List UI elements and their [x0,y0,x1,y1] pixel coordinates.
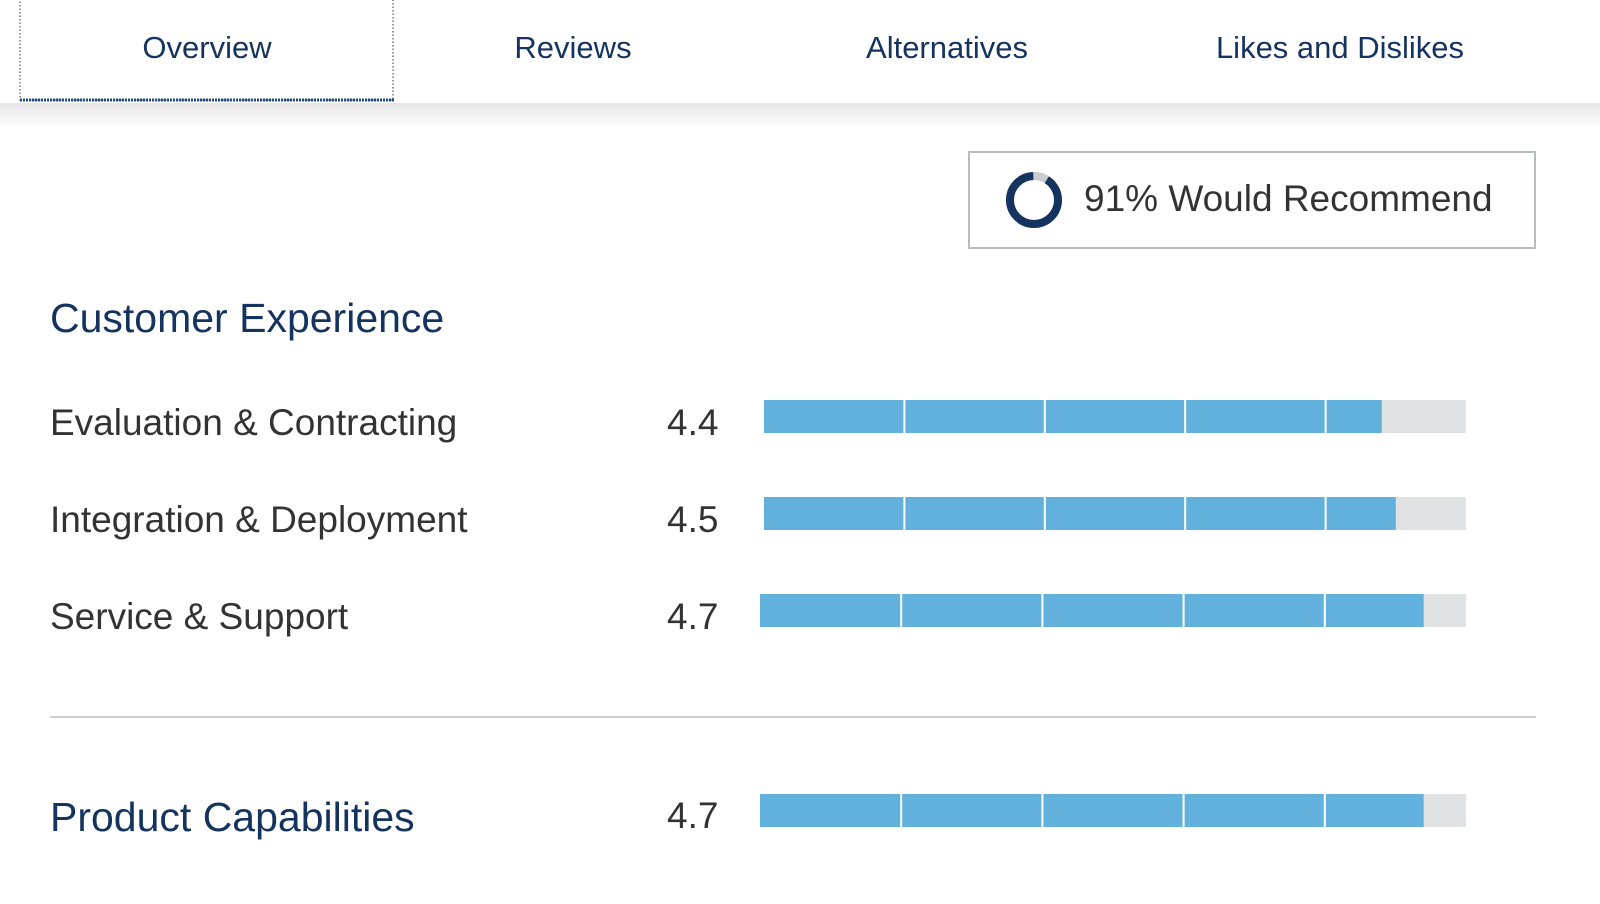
rating-bar [764,497,1396,530]
recommend-label: 91% Would Recommend [1084,178,1493,219]
tab[interactable]: Reviews [514,30,631,65]
row-label: Evaluation & Contracting [50,402,457,443]
row-value: 4.4 [667,402,718,443]
row-value: 4.7 [667,795,718,836]
tab[interactable]: Overview [142,30,272,65]
section-title: Product Capabilities [50,794,415,840]
row-value: 4.7 [667,596,718,637]
rating-bar [764,400,1382,433]
row-value: 4.5 [667,499,718,540]
section-title: Customer Experience [50,295,444,341]
recommend-donut [1006,172,1062,228]
tab[interactable]: Likes and Dislikes [1216,30,1464,65]
rating-bar [760,594,1424,627]
tab-shadow [0,103,1600,129]
tab[interactable]: Alternatives [866,30,1028,65]
recommend-box [968,151,1536,249]
row-label: Integration & Deployment [50,499,468,540]
row-label: Service & Support [50,596,349,637]
tab-bar [0,0,1600,103]
rating-bar [760,794,1424,827]
